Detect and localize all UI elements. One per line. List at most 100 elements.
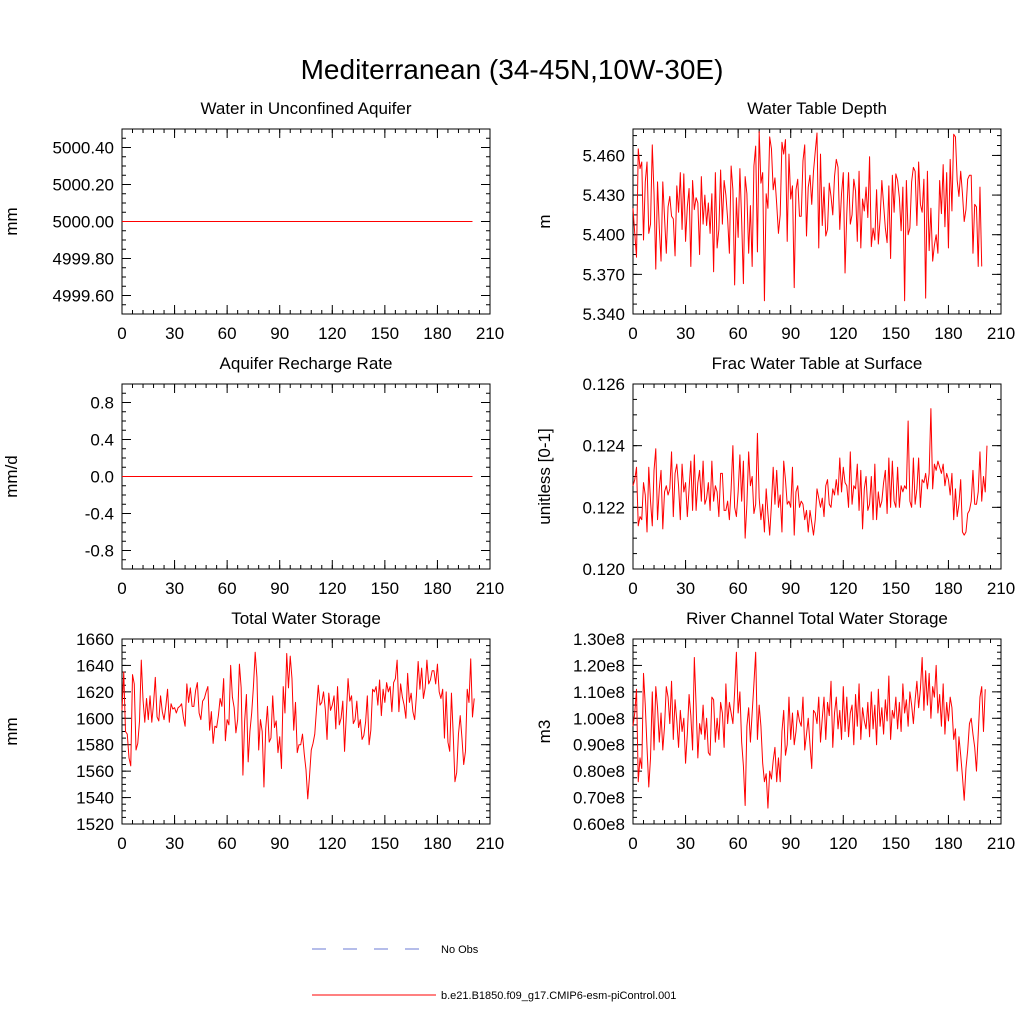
y-axis-label: mm [2, 207, 21, 235]
x-tick-label: 180 [423, 324, 451, 343]
panel-title: Frac Water Table at Surface [712, 354, 923, 373]
x-tick-label: 210 [987, 324, 1015, 343]
x-tick-label: 90 [270, 579, 289, 598]
x-tick-label: 180 [423, 834, 451, 853]
y-tick-label: 0.60e8 [573, 815, 625, 834]
x-tick-label: 120 [318, 324, 346, 343]
panel-title: Aquifer Recharge Rate [220, 354, 393, 373]
y-tick-label: 1640 [76, 656, 114, 675]
y-tick-label: 0.122 [582, 498, 625, 517]
panel-title: River Channel Total Water Storage [686, 609, 948, 628]
x-tick-label: 210 [987, 834, 1015, 853]
series-line [632, 131, 983, 302]
y-tick-label: 5.460 [582, 146, 625, 165]
y-tick-label: 5.430 [582, 186, 625, 205]
y-tick-label: 1.10e8 [573, 683, 625, 702]
x-tick-label: 120 [829, 324, 857, 343]
x-tick-label: 90 [270, 834, 289, 853]
x-tick-label: 60 [729, 834, 748, 853]
y-tick-label: 1.00e8 [573, 709, 625, 728]
x-tick-label: 120 [829, 579, 857, 598]
series-line [121, 651, 475, 800]
y-tick-label: 5.340 [582, 305, 625, 324]
x-tick-label: 0 [117, 579, 126, 598]
chart-panel-1: Water in Unconfined Aquifer mm 0 30 60 90 120 1… [2, 99, 504, 343]
x-tick-label: 0 [628, 579, 637, 598]
x-tick-label: 180 [423, 579, 451, 598]
y-axis-label: m [535, 214, 554, 228]
x-tick-label: 150 [882, 324, 910, 343]
x-tick-label: 120 [318, 834, 346, 853]
x-tick-label: 180 [934, 324, 962, 343]
x-tick-label: 30 [676, 579, 695, 598]
y-tick-label: 1.20e8 [573, 656, 625, 675]
y-tick-label: 1660 [76, 630, 114, 649]
y-tick-label: 0.70e8 [573, 789, 625, 808]
x-tick-label: 210 [476, 834, 504, 853]
x-tick-label: 210 [987, 579, 1015, 598]
y-tick-label: 1620 [76, 683, 114, 702]
y-tick-label: 5.370 [582, 265, 625, 284]
x-tick-label: 60 [218, 324, 237, 343]
x-tick-label: 150 [371, 324, 399, 343]
y-tick-label: 0.120 [582, 560, 625, 579]
y-tick-label: 0.4 [90, 431, 114, 450]
x-tick-label: 60 [218, 834, 237, 853]
x-tick-label: 0 [117, 834, 126, 853]
x-tick-label: 60 [729, 579, 748, 598]
y-tick-label: 5.400 [582, 226, 625, 245]
chart-panel-2: Water Table Depth m 0 30 60 90 120 150 180 210 5.3… [535, 99, 1015, 343]
y-axis-label: mm/d [2, 455, 21, 498]
y-tick-label: -0.8 [85, 542, 114, 561]
x-tick-label: 90 [270, 324, 289, 343]
y-tick-label: 4999.60 [53, 287, 114, 306]
y-axis-label: m3 [535, 720, 554, 744]
x-tick-label: 180 [934, 834, 962, 853]
y-tick-label: 0.90e8 [573, 736, 625, 755]
y-tick-label: 1560 [76, 762, 114, 781]
x-tick-label: 90 [781, 324, 800, 343]
y-tick-label: 0.124 [582, 437, 625, 456]
series-line [632, 408, 988, 539]
chart-panel-5: Total Water Storage mm 0 30 60 90 120 150 180 210… [2, 609, 504, 853]
plot-frame [632, 128, 1002, 315]
x-tick-label: 0 [628, 324, 637, 343]
x-tick-label: 60 [729, 324, 748, 343]
x-tick-label: 150 [882, 579, 910, 598]
x-tick-label: 120 [829, 834, 857, 853]
x-tick-label: 60 [218, 579, 237, 598]
panels-group: Water in Unconfined Aquifer mm 0 30 60 90 120 1… [2, 99, 1015, 853]
y-tick-label: -0.4 [85, 505, 114, 524]
x-tick-label: 0 [628, 834, 637, 853]
panel-title: Total Water Storage [231, 609, 381, 628]
y-tick-label: 4999.80 [53, 250, 114, 269]
y-axis-label: unitless [0-1] [535, 428, 554, 524]
y-tick-label: 0.8 [90, 394, 114, 413]
x-tick-label: 180 [934, 579, 962, 598]
x-tick-label: 210 [476, 579, 504, 598]
y-tick-label: 1.30e8 [573, 630, 625, 649]
panel-title: Water Table Depth [747, 99, 887, 118]
x-tick-label: 150 [882, 834, 910, 853]
x-tick-label: 150 [371, 579, 399, 598]
chart-panel-4: Frac Water Table at Surface unitless [0-1… [535, 354, 1015, 598]
y-tick-label: 1580 [76, 736, 114, 755]
x-tick-label: 0 [117, 324, 126, 343]
y-tick-label: 5000.00 [53, 213, 114, 232]
x-tick-label: 210 [476, 324, 504, 343]
y-tick-label: 1520 [76, 815, 114, 834]
x-tick-label: 150 [371, 834, 399, 853]
chart-panel-6: River Channel Total Water Storage m3 0 30 60… [535, 609, 1015, 853]
panel-title: Water in Unconfined Aquifer [200, 99, 411, 118]
legend: No Obs b.e21.B1850.f09_g17.CMIP6-esm-piC… [312, 944, 676, 1002]
x-tick-label: 90 [781, 579, 800, 598]
x-tick-label: 30 [165, 579, 184, 598]
legend-model-label: b.e21.B1850.f09_g17.CMIP6-esm-piControl.… [441, 990, 676, 1002]
x-tick-label: 30 [676, 834, 695, 853]
figure-title: Mediterranean (34-45N,10W-30E) [301, 54, 724, 85]
series-line [632, 651, 986, 809]
x-tick-label: 30 [165, 834, 184, 853]
x-tick-label: 30 [165, 324, 184, 343]
y-tick-label: 1540 [76, 789, 114, 808]
